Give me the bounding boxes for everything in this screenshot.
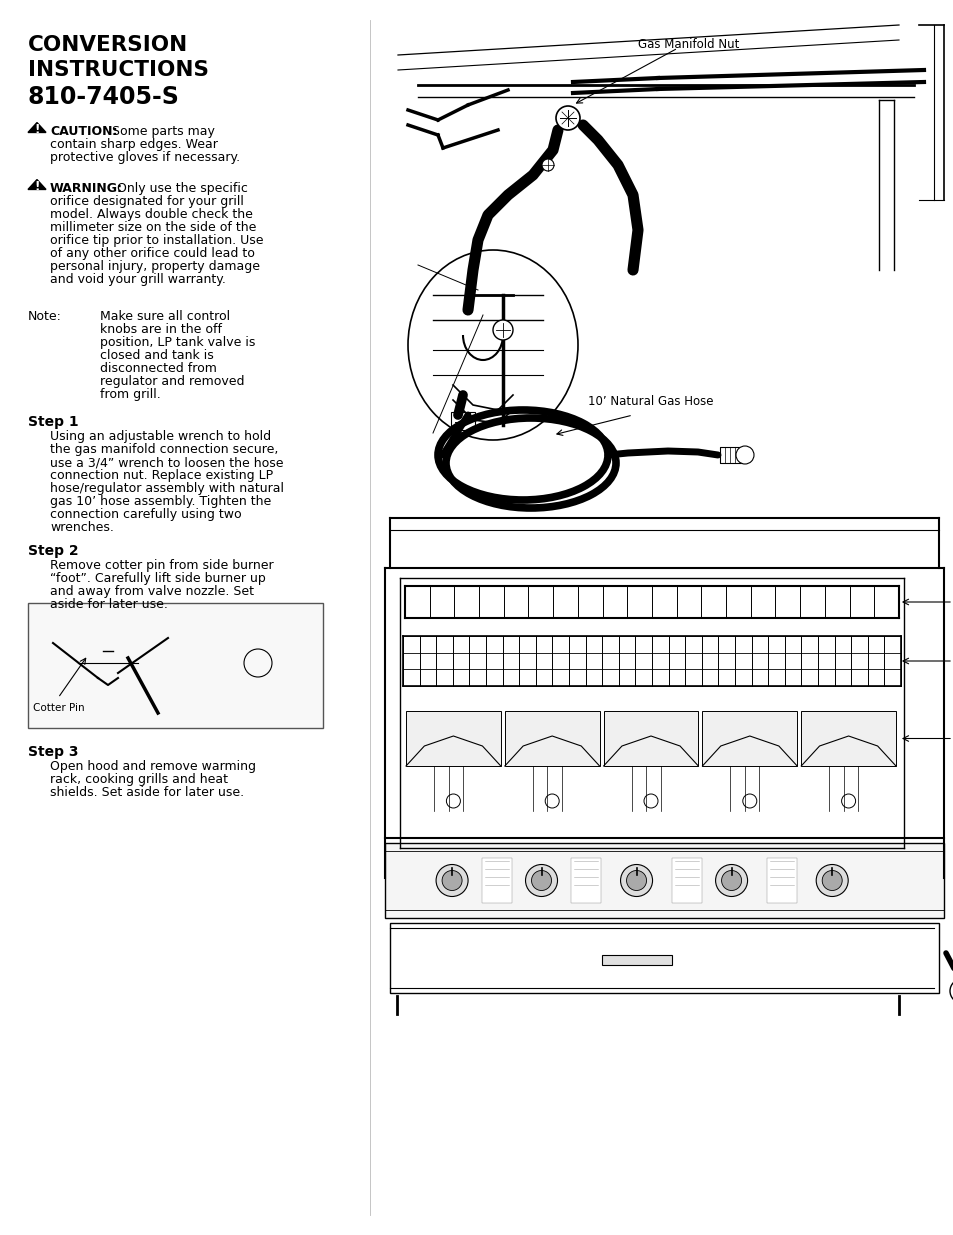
- Circle shape: [821, 871, 841, 890]
- Text: regulator and removed: regulator and removed: [100, 375, 244, 388]
- Text: personal injury, property damage: personal injury, property damage: [50, 261, 260, 273]
- Text: WARNING:: WARNING:: [50, 182, 123, 195]
- Text: and void your grill warranty.: and void your grill warranty.: [50, 273, 226, 287]
- Text: Note:: Note:: [28, 310, 62, 324]
- Circle shape: [816, 864, 847, 897]
- Text: contain sharp edges. Wear: contain sharp edges. Wear: [50, 138, 217, 151]
- Text: 810-7405-S: 810-7405-S: [28, 85, 180, 109]
- Circle shape: [493, 320, 513, 340]
- Circle shape: [626, 871, 646, 890]
- Circle shape: [436, 864, 468, 897]
- Text: Remove cotter pin from side burner: Remove cotter pin from side burner: [50, 559, 274, 572]
- Text: wrenches.: wrenches.: [50, 521, 113, 534]
- Text: rack, cooking grills and heat: rack, cooking grills and heat: [50, 773, 228, 785]
- Bar: [385, 844, 943, 918]
- Text: INSTRUCTIONS: INSTRUCTIONS: [28, 61, 209, 80]
- Text: “foot”. Carefully lift side burner up: “foot”. Carefully lift side burner up: [50, 572, 266, 585]
- Text: from grill.: from grill.: [100, 388, 161, 401]
- Text: of any other orifice could lead to: of any other orifice could lead to: [50, 247, 254, 261]
- Text: Only use the specific: Only use the specific: [112, 182, 248, 195]
- Circle shape: [735, 446, 753, 464]
- Text: knobs are in the off: knobs are in the off: [100, 324, 222, 336]
- Text: Gas Manifold Nut: Gas Manifold Nut: [638, 38, 739, 51]
- Bar: [390, 923, 938, 993]
- Text: Step 2: Step 2: [28, 543, 78, 558]
- Text: the gas manifold connection secure,: the gas manifold connection secure,: [50, 443, 278, 456]
- Bar: [28, 603, 323, 727]
- Circle shape: [441, 871, 461, 890]
- Text: connection nut. Replace existing LP: connection nut. Replace existing LP: [50, 469, 273, 482]
- Text: 10’ Natural Gas Hose: 10’ Natural Gas Hose: [587, 395, 713, 408]
- Text: Make sure all control: Make sure all control: [100, 310, 230, 324]
- Text: Open hood and remove warming: Open hood and remove warming: [50, 760, 255, 773]
- Bar: [766, 858, 796, 903]
- Text: Step 1: Step 1: [28, 415, 78, 429]
- Circle shape: [525, 864, 557, 897]
- Circle shape: [720, 871, 740, 890]
- Bar: [701, 711, 797, 766]
- Text: aside for later use.: aside for later use.: [50, 598, 168, 611]
- Text: orifice tip prior to installation. Use: orifice tip prior to installation. Use: [50, 233, 263, 247]
- Text: Using an adjustable wrench to hold: Using an adjustable wrench to hold: [50, 430, 271, 443]
- Text: hose/regulator assembly with natural: hose/regulator assembly with natural: [50, 482, 284, 495]
- Text: !: !: [34, 180, 40, 193]
- Text: shields. Set aside for later use.: shields. Set aside for later use.: [50, 785, 244, 799]
- Text: use a 3/4” wrench to loosen the hose: use a 3/4” wrench to loosen the hose: [50, 456, 283, 469]
- Text: protective gloves if necessary.: protective gloves if necessary.: [50, 151, 240, 164]
- Text: closed and tank is: closed and tank is: [100, 350, 213, 362]
- Text: connection carefully using two: connection carefully using two: [50, 508, 241, 521]
- Bar: [504, 711, 599, 766]
- Text: millimeter size on the side of the: millimeter size on the side of the: [50, 221, 256, 233]
- Text: CONVERSION: CONVERSION: [28, 35, 188, 56]
- Circle shape: [541, 159, 554, 170]
- Circle shape: [619, 864, 652, 897]
- Bar: [671, 858, 701, 903]
- Polygon shape: [28, 179, 46, 189]
- Bar: [720, 447, 741, 463]
- Text: orifice designated for your grill: orifice designated for your grill: [50, 195, 244, 207]
- Text: CAUTION:: CAUTION:: [50, 125, 117, 138]
- Text: model. Always double check the: model. Always double check the: [50, 207, 253, 221]
- Text: Step 3: Step 3: [28, 745, 78, 760]
- Text: and away from valve nozzle. Set: and away from valve nozzle. Set: [50, 585, 253, 598]
- Bar: [571, 858, 600, 903]
- Circle shape: [715, 864, 747, 897]
- Text: !: !: [34, 124, 40, 136]
- Circle shape: [531, 871, 551, 890]
- Bar: [481, 858, 511, 903]
- Circle shape: [556, 106, 579, 130]
- Text: disconnected from: disconnected from: [100, 362, 216, 375]
- Polygon shape: [28, 122, 46, 132]
- Text: Cotter Pin: Cotter Pin: [33, 703, 85, 713]
- Bar: [801, 711, 895, 766]
- Text: Some parts may: Some parts may: [108, 125, 214, 138]
- Bar: [603, 711, 698, 766]
- Text: gas 10’ hose assembly. Tighten the: gas 10’ hose assembly. Tighten the: [50, 495, 271, 508]
- Bar: [451, 412, 475, 430]
- Text: position, LP tank valve is: position, LP tank valve is: [100, 336, 255, 350]
- Bar: [601, 955, 671, 965]
- Bar: [406, 711, 500, 766]
